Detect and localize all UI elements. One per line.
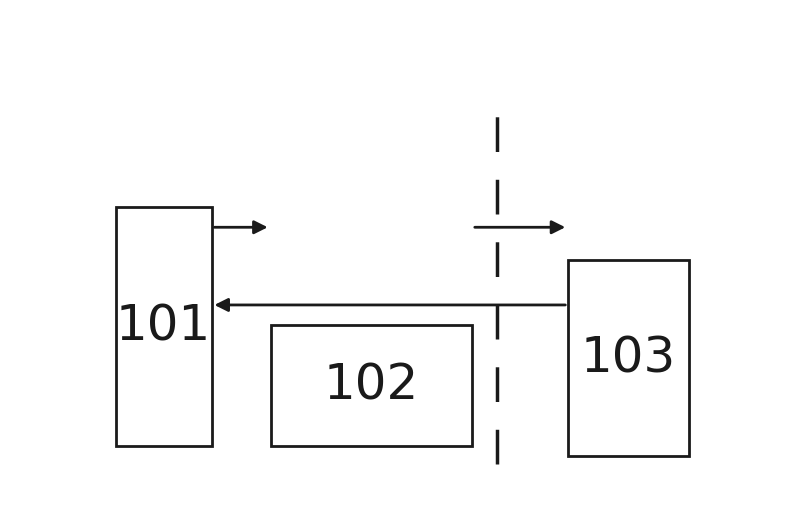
Bar <box>115 207 211 446</box>
Bar <box>568 260 689 456</box>
Bar <box>270 326 472 446</box>
Text: 101: 101 <box>116 303 211 350</box>
Text: 103: 103 <box>581 334 676 382</box>
Text: 102: 102 <box>324 362 419 410</box>
